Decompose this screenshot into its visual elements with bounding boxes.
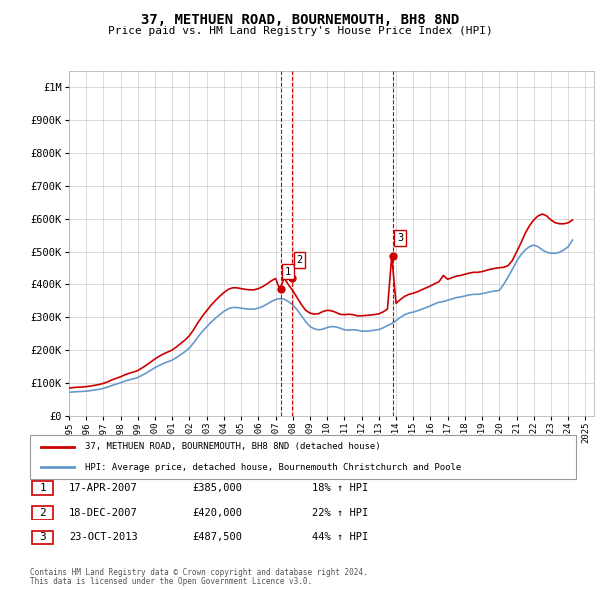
Text: £420,000: £420,000 [192,508,242,517]
Text: This data is licensed under the Open Government Licence v3.0.: This data is licensed under the Open Gov… [30,578,312,586]
Text: 2: 2 [39,508,46,517]
Text: 1: 1 [285,267,291,277]
Text: 23-OCT-2013: 23-OCT-2013 [69,533,138,542]
Text: 18-DEC-2007: 18-DEC-2007 [69,508,138,517]
Text: 18% ↑ HPI: 18% ↑ HPI [312,483,368,493]
Text: 22% ↑ HPI: 22% ↑ HPI [312,508,368,517]
Text: 3: 3 [397,233,403,243]
Text: 17-APR-2007: 17-APR-2007 [69,483,138,493]
Text: 37, METHUEN ROAD, BOURNEMOUTH, BH8 8ND: 37, METHUEN ROAD, BOURNEMOUTH, BH8 8ND [141,13,459,27]
Text: £385,000: £385,000 [192,483,242,493]
Text: Contains HM Land Registry data © Crown copyright and database right 2024.: Contains HM Land Registry data © Crown c… [30,568,368,577]
Text: 1: 1 [39,483,46,493]
FancyBboxPatch shape [32,481,53,495]
Text: 2: 2 [296,255,302,265]
Text: 3: 3 [39,533,46,542]
FancyBboxPatch shape [32,530,53,545]
Text: HPI: Average price, detached house, Bournemouth Christchurch and Poole: HPI: Average price, detached house, Bour… [85,463,461,471]
FancyBboxPatch shape [30,435,576,479]
Text: £487,500: £487,500 [192,533,242,542]
Text: 44% ↑ HPI: 44% ↑ HPI [312,533,368,542]
Text: Price paid vs. HM Land Registry's House Price Index (HPI): Price paid vs. HM Land Registry's House … [107,26,493,36]
FancyBboxPatch shape [32,506,53,520]
Text: 37, METHUEN ROAD, BOURNEMOUTH, BH8 8ND (detached house): 37, METHUEN ROAD, BOURNEMOUTH, BH8 8ND (… [85,442,380,451]
